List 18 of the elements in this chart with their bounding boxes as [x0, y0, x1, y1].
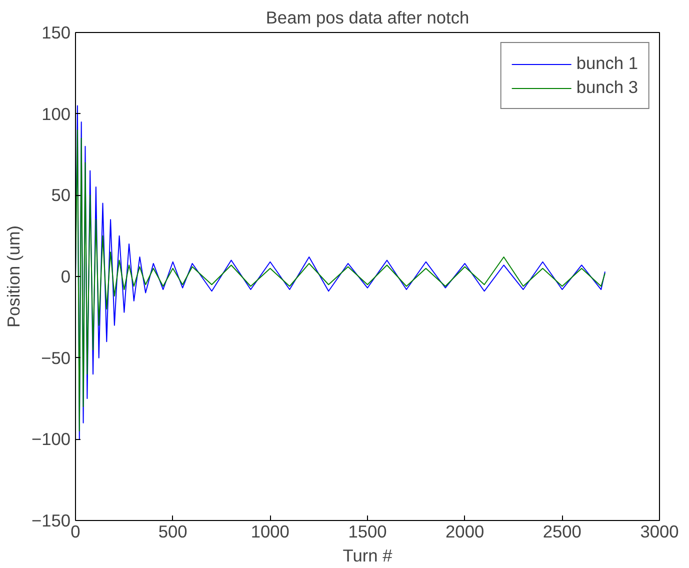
- x-tick-label: 2000: [446, 522, 484, 542]
- legend-label: bunch 1: [576, 53, 638, 74]
- chart-title: Beam pos data after notch: [266, 8, 470, 28]
- legend-label: bunch 3: [576, 77, 638, 98]
- x-tick-label: 3000: [640, 522, 679, 542]
- y-tick-label: 0: [60, 266, 71, 286]
- y-axis-title: Position (um): [3, 225, 24, 328]
- y-tick-label: 100: [42, 104, 71, 124]
- y-tick-label: −50: [41, 348, 71, 368]
- x-tick-label: 500: [158, 522, 188, 542]
- x-tick-label: 2500: [542, 522, 582, 542]
- x-tick-label: 1500: [348, 522, 387, 542]
- x-tick-label: 1000: [250, 522, 290, 542]
- x-axis-title: Turn #: [342, 546, 393, 566]
- y-tick-label: 50: [51, 185, 71, 206]
- y-tick-label: −150: [31, 510, 70, 530]
- y-tick-label: −100: [31, 429, 70, 450]
- y-tick-label: 150: [42, 22, 71, 42]
